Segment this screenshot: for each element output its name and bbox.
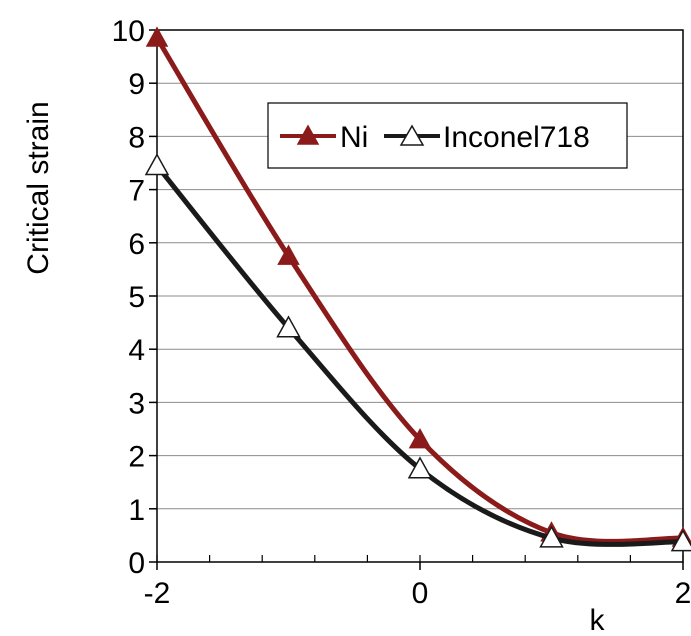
x-tick-label: -2 — [144, 577, 171, 610]
y-tick-label: 6 — [128, 228, 145, 261]
y-axis-ticks: 0 1 2 3 4 5 6 7 8 9 10 — [112, 15, 157, 580]
data-point-ni — [408, 428, 432, 449]
data-point-inconel718 — [276, 315, 301, 338]
y-tick-label: 9 — [128, 68, 145, 101]
data-point-inconel718 — [670, 529, 691, 552]
data-point-ni — [145, 26, 169, 47]
y-axis-title: Critical strain — [22, 101, 55, 274]
legend-inconel-marker — [399, 124, 425, 146]
legend-ni-marker — [296, 124, 320, 145]
y-tick-label: 8 — [128, 121, 145, 154]
legend-label-ni: Ni — [340, 121, 368, 154]
y-tick-label: 10 — [112, 15, 145, 48]
series-line-ni — [154, 36, 684, 544]
y-tick-label: 2 — [128, 441, 145, 474]
series-layer — [144, 26, 691, 552]
data-point-ni — [277, 244, 300, 265]
y-tick-label: 3 — [128, 387, 145, 420]
y-tick-label: 0 — [128, 547, 145, 580]
x-axis-title: k — [590, 604, 606, 636]
x-axis-ticks: -2 0 2 — [144, 555, 691, 610]
data-point-inconel718 — [407, 456, 433, 479]
x-tick-label: 0 — [412, 577, 429, 610]
y-tick-label: 7 — [128, 175, 145, 208]
legend-label-inconel: Inconel718 — [443, 121, 590, 154]
y-tick-label: 1 — [128, 494, 145, 527]
data-point-inconel718 — [539, 525, 564, 548]
data-point-inconel718 — [144, 153, 170, 176]
legend: Ni Inconel718 — [267, 102, 628, 169]
y-tick-label: 5 — [128, 281, 145, 314]
series-line-inconel718 — [155, 164, 684, 547]
y-tick-label: 4 — [128, 334, 145, 367]
x-tick-label: 2 — [675, 577, 691, 610]
